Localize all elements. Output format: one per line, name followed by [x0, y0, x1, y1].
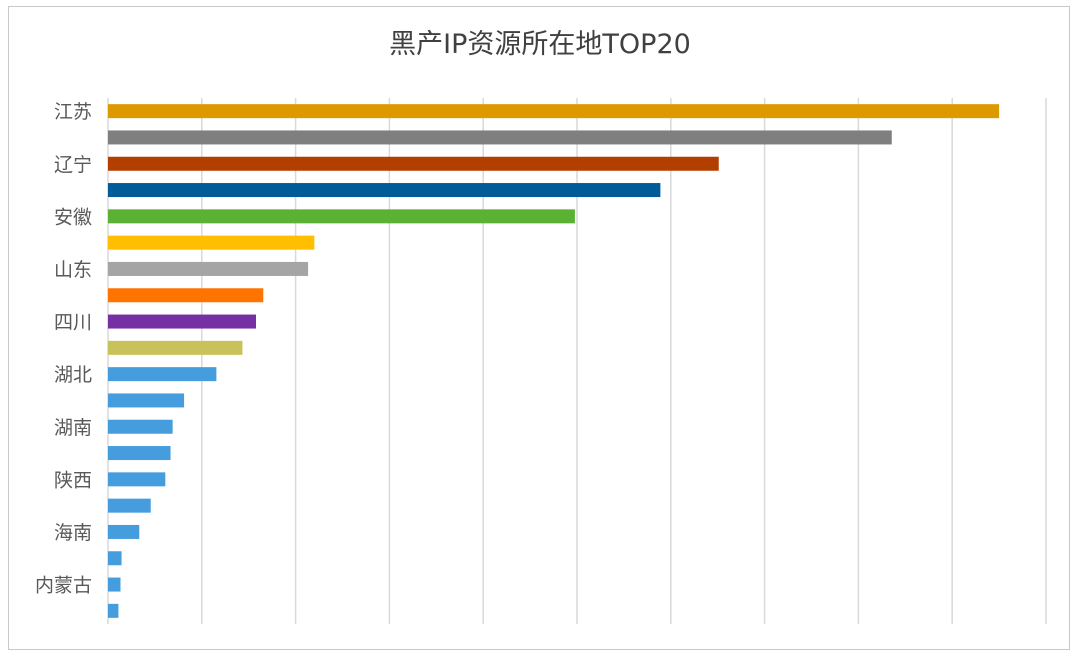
bar	[108, 393, 185, 408]
bar	[108, 209, 575, 224]
bar	[108, 288, 264, 303]
bar	[108, 603, 119, 618]
category-label: 陕西	[54, 469, 92, 491]
bar	[108, 419, 173, 434]
category-label: 四川	[54, 312, 92, 334]
category-label: 安徽	[54, 206, 92, 228]
category-label: 山东	[54, 259, 92, 281]
category-label: 辽宁	[54, 154, 92, 176]
bar	[108, 261, 309, 276]
category-label: 内蒙古	[35, 575, 92, 597]
bar	[108, 367, 217, 382]
bar	[108, 183, 661, 198]
bar	[108, 551, 122, 566]
bar	[108, 472, 166, 487]
bar	[108, 524, 140, 539]
bar	[108, 340, 243, 355]
category-label: 湖北	[54, 364, 92, 386]
bar	[108, 104, 1000, 119]
bar	[108, 314, 256, 329]
bar	[108, 446, 171, 461]
bar	[108, 498, 151, 513]
bar	[108, 577, 121, 592]
bar	[108, 130, 892, 145]
category-label: 海南	[54, 522, 92, 544]
category-label: 江苏	[54, 101, 92, 123]
bar	[108, 235, 315, 250]
chart-title: 黑产IP资源所在地TOP20	[389, 29, 691, 60]
bar	[108, 156, 719, 171]
gridlines	[107, 98, 1047, 624]
category-label: 湖南	[54, 417, 92, 439]
bars	[108, 104, 1000, 618]
